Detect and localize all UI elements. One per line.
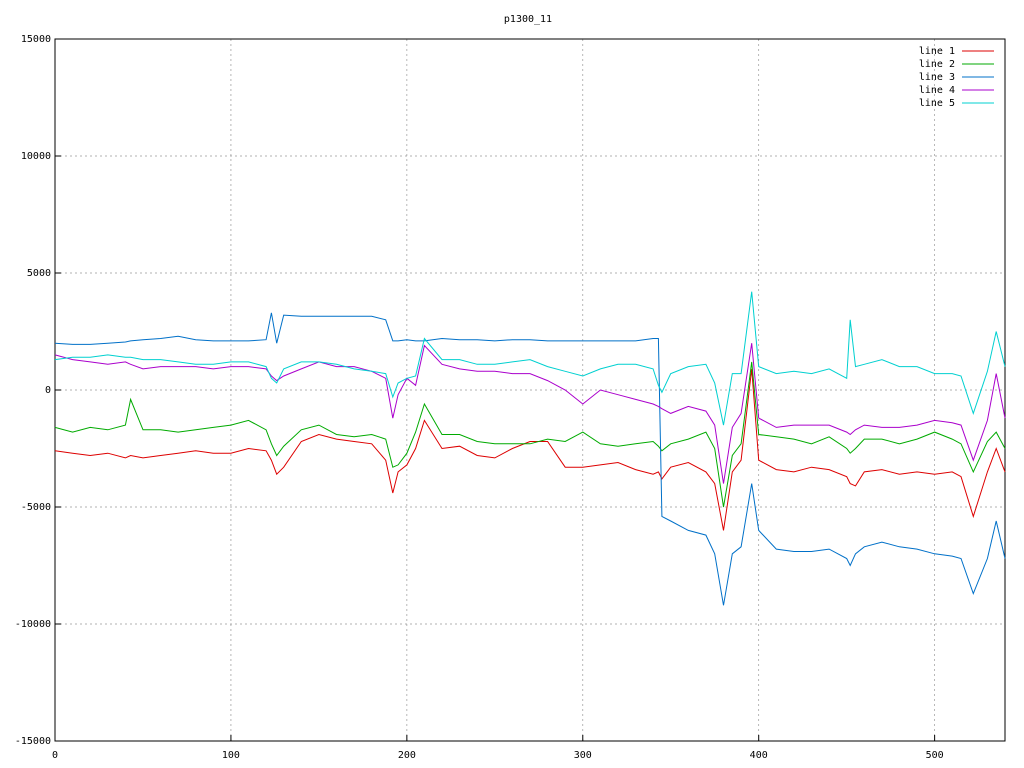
legend-label: line 4 xyxy=(919,85,955,96)
legend-label: line 2 xyxy=(919,59,955,70)
x-tick-label: 0 xyxy=(52,750,58,761)
x-tick-label: 400 xyxy=(750,750,768,761)
legend-label: line 1 xyxy=(919,46,955,57)
y-tick-label: -15000 xyxy=(15,736,51,747)
y-tick-label: 15000 xyxy=(21,34,51,45)
y-tick-label: 10000 xyxy=(21,151,51,162)
legend-label: line 3 xyxy=(919,72,955,83)
plot-frame xyxy=(54,38,1006,742)
x-tick-label: 100 xyxy=(222,750,240,761)
data-line xyxy=(54,361,1006,508)
x-tick-label: 200 xyxy=(398,750,416,761)
y-tick-label: 5000 xyxy=(27,268,51,279)
y-tick-label: 0 xyxy=(45,385,51,396)
y-tick-label: -10000 xyxy=(15,619,51,630)
data-line xyxy=(54,368,1006,531)
data-line xyxy=(54,291,1006,426)
chart-title: p1300_11 xyxy=(504,14,552,25)
x-tick-label: 300 xyxy=(574,750,592,761)
y-tick-label: -5000 xyxy=(21,502,51,513)
legend-label: line 5 xyxy=(919,98,955,109)
x-tick-label: 500 xyxy=(926,750,944,761)
data-line xyxy=(54,343,1006,484)
data-line xyxy=(54,312,1006,606)
